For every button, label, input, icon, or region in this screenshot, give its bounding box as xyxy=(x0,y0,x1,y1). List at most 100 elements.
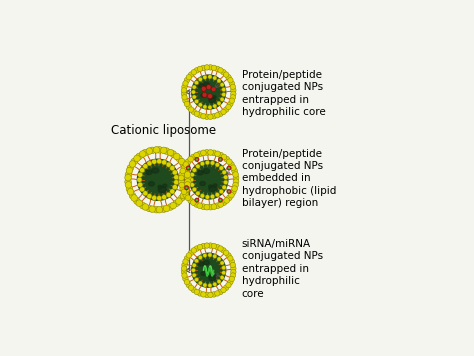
Circle shape xyxy=(156,147,163,153)
Circle shape xyxy=(222,266,226,270)
Circle shape xyxy=(206,85,211,90)
Circle shape xyxy=(217,79,221,83)
Circle shape xyxy=(226,253,231,258)
Circle shape xyxy=(173,200,180,206)
Circle shape xyxy=(198,103,202,107)
Circle shape xyxy=(191,109,197,115)
Circle shape xyxy=(233,175,239,181)
Circle shape xyxy=(219,158,221,161)
Circle shape xyxy=(218,68,223,73)
Ellipse shape xyxy=(209,96,212,99)
Circle shape xyxy=(194,80,199,85)
Circle shape xyxy=(147,161,152,166)
Circle shape xyxy=(211,244,217,249)
Circle shape xyxy=(187,167,190,169)
Circle shape xyxy=(147,194,152,199)
Circle shape xyxy=(215,244,220,250)
Circle shape xyxy=(227,159,232,164)
Circle shape xyxy=(230,273,236,278)
Ellipse shape xyxy=(212,96,216,98)
Circle shape xyxy=(198,281,202,285)
Ellipse shape xyxy=(190,161,228,199)
Circle shape xyxy=(203,105,207,109)
Circle shape xyxy=(228,78,233,83)
Circle shape xyxy=(143,191,148,196)
Circle shape xyxy=(208,253,212,257)
Circle shape xyxy=(180,168,186,174)
Circle shape xyxy=(186,74,191,80)
Ellipse shape xyxy=(204,261,210,265)
Circle shape xyxy=(211,87,216,92)
Circle shape xyxy=(217,257,221,261)
Circle shape xyxy=(224,156,229,162)
Circle shape xyxy=(204,204,210,210)
Circle shape xyxy=(126,167,133,174)
Ellipse shape xyxy=(201,94,206,97)
Circle shape xyxy=(215,203,220,209)
Circle shape xyxy=(194,289,200,295)
Circle shape xyxy=(125,182,132,188)
Circle shape xyxy=(197,151,203,157)
Circle shape xyxy=(142,204,149,210)
Circle shape xyxy=(204,150,210,155)
Circle shape xyxy=(160,206,167,213)
Circle shape xyxy=(228,256,233,261)
Circle shape xyxy=(153,147,160,153)
Circle shape xyxy=(134,198,140,204)
Circle shape xyxy=(218,246,223,251)
Circle shape xyxy=(190,183,194,187)
Circle shape xyxy=(179,182,185,188)
Circle shape xyxy=(191,154,196,160)
Circle shape xyxy=(192,95,196,99)
Circle shape xyxy=(183,98,188,104)
Ellipse shape xyxy=(209,186,217,192)
Circle shape xyxy=(220,97,224,101)
Circle shape xyxy=(137,182,143,187)
Circle shape xyxy=(232,186,237,192)
Circle shape xyxy=(191,248,197,253)
Circle shape xyxy=(173,153,180,160)
Ellipse shape xyxy=(152,168,159,173)
Circle shape xyxy=(208,114,213,120)
Circle shape xyxy=(166,193,171,197)
Circle shape xyxy=(229,276,235,282)
Circle shape xyxy=(220,276,224,279)
Circle shape xyxy=(215,163,219,167)
Circle shape xyxy=(222,88,226,91)
Circle shape xyxy=(205,161,210,165)
Circle shape xyxy=(197,244,203,250)
Ellipse shape xyxy=(191,75,226,109)
Circle shape xyxy=(228,101,233,107)
Circle shape xyxy=(224,175,228,179)
Ellipse shape xyxy=(201,272,206,276)
Circle shape xyxy=(162,160,167,165)
Text: Protein/peptide
conjugated NPs
entrapped in
hydrophilic core: Protein/peptide conjugated NPs entrapped… xyxy=(242,70,325,117)
Circle shape xyxy=(198,77,202,81)
Circle shape xyxy=(140,168,145,173)
Circle shape xyxy=(185,159,191,164)
Circle shape xyxy=(191,200,196,205)
Circle shape xyxy=(136,200,143,206)
Circle shape xyxy=(182,95,187,100)
Circle shape xyxy=(167,149,174,156)
Circle shape xyxy=(211,65,217,70)
Circle shape xyxy=(180,186,186,192)
Circle shape xyxy=(182,188,189,195)
Circle shape xyxy=(174,180,179,185)
Circle shape xyxy=(205,195,210,199)
Circle shape xyxy=(127,164,134,171)
Circle shape xyxy=(230,262,236,268)
Circle shape xyxy=(228,192,234,198)
Circle shape xyxy=(203,253,207,257)
Circle shape xyxy=(184,279,190,285)
Circle shape xyxy=(200,162,204,166)
Ellipse shape xyxy=(203,169,210,173)
Circle shape xyxy=(223,107,229,112)
Circle shape xyxy=(142,149,149,156)
Circle shape xyxy=(184,256,190,261)
Circle shape xyxy=(222,271,226,275)
Circle shape xyxy=(220,83,224,87)
Circle shape xyxy=(167,204,174,210)
Circle shape xyxy=(191,69,197,75)
Circle shape xyxy=(179,172,185,177)
